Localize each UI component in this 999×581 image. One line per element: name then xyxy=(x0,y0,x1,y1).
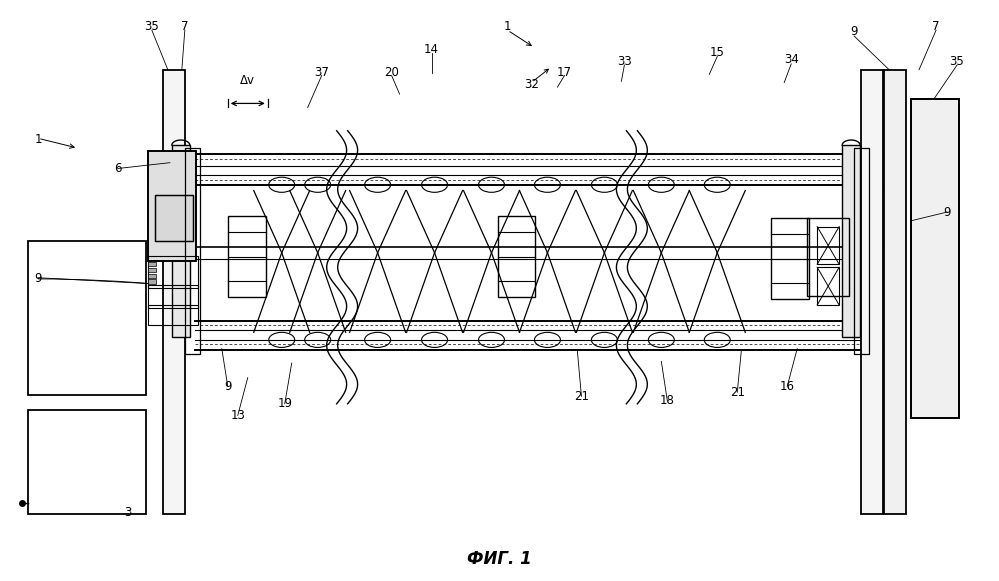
Text: 20: 20 xyxy=(385,66,399,79)
Text: 32: 32 xyxy=(524,78,538,91)
Bar xyxy=(148,305,198,325)
Bar xyxy=(148,268,156,272)
Text: ФИГ. 1: ФИГ. 1 xyxy=(468,550,531,568)
Bar xyxy=(155,195,193,241)
Text: 1: 1 xyxy=(503,20,511,33)
Text: 9: 9 xyxy=(943,206,951,218)
Bar xyxy=(148,151,196,261)
Bar xyxy=(155,195,193,241)
Bar xyxy=(148,151,196,261)
Bar xyxy=(842,145,860,337)
Text: 35: 35 xyxy=(950,55,964,67)
Text: Δv: Δv xyxy=(240,74,256,87)
Text: 15: 15 xyxy=(710,46,724,59)
Bar xyxy=(148,279,156,284)
Text: 35: 35 xyxy=(145,20,159,33)
Text: 9: 9 xyxy=(224,380,232,393)
Text: 14: 14 xyxy=(424,43,440,56)
Text: 34: 34 xyxy=(784,53,798,66)
Text: 17: 17 xyxy=(556,66,572,79)
Text: 3: 3 xyxy=(124,506,132,519)
Bar xyxy=(817,227,839,264)
Bar xyxy=(28,241,146,395)
Bar xyxy=(148,256,198,288)
Bar xyxy=(148,285,198,308)
Text: 16: 16 xyxy=(779,380,795,393)
Bar xyxy=(185,148,200,354)
Bar xyxy=(172,145,190,337)
Bar xyxy=(854,148,869,354)
Text: 7: 7 xyxy=(932,20,940,33)
Bar xyxy=(861,70,883,514)
Bar xyxy=(807,218,849,296)
Text: 7: 7 xyxy=(181,20,189,33)
Bar xyxy=(771,218,809,299)
Text: 21: 21 xyxy=(573,390,589,403)
Text: 6: 6 xyxy=(114,162,122,175)
Text: 13: 13 xyxy=(231,409,245,422)
Text: 21: 21 xyxy=(729,386,745,399)
Bar xyxy=(911,99,959,418)
Bar xyxy=(148,262,156,266)
Bar xyxy=(498,216,535,297)
Text: 9: 9 xyxy=(34,272,42,285)
Bar xyxy=(911,99,959,418)
Bar xyxy=(28,410,146,514)
Text: 9: 9 xyxy=(850,26,858,38)
Text: 37: 37 xyxy=(315,66,329,79)
Text: 1: 1 xyxy=(34,133,42,146)
Bar xyxy=(817,267,839,305)
Text: 18: 18 xyxy=(660,394,674,407)
Text: 33: 33 xyxy=(617,55,631,67)
Text: 19: 19 xyxy=(277,397,293,410)
Bar xyxy=(884,70,906,514)
Bar xyxy=(228,216,266,297)
Bar xyxy=(163,70,185,514)
Bar xyxy=(148,274,156,278)
